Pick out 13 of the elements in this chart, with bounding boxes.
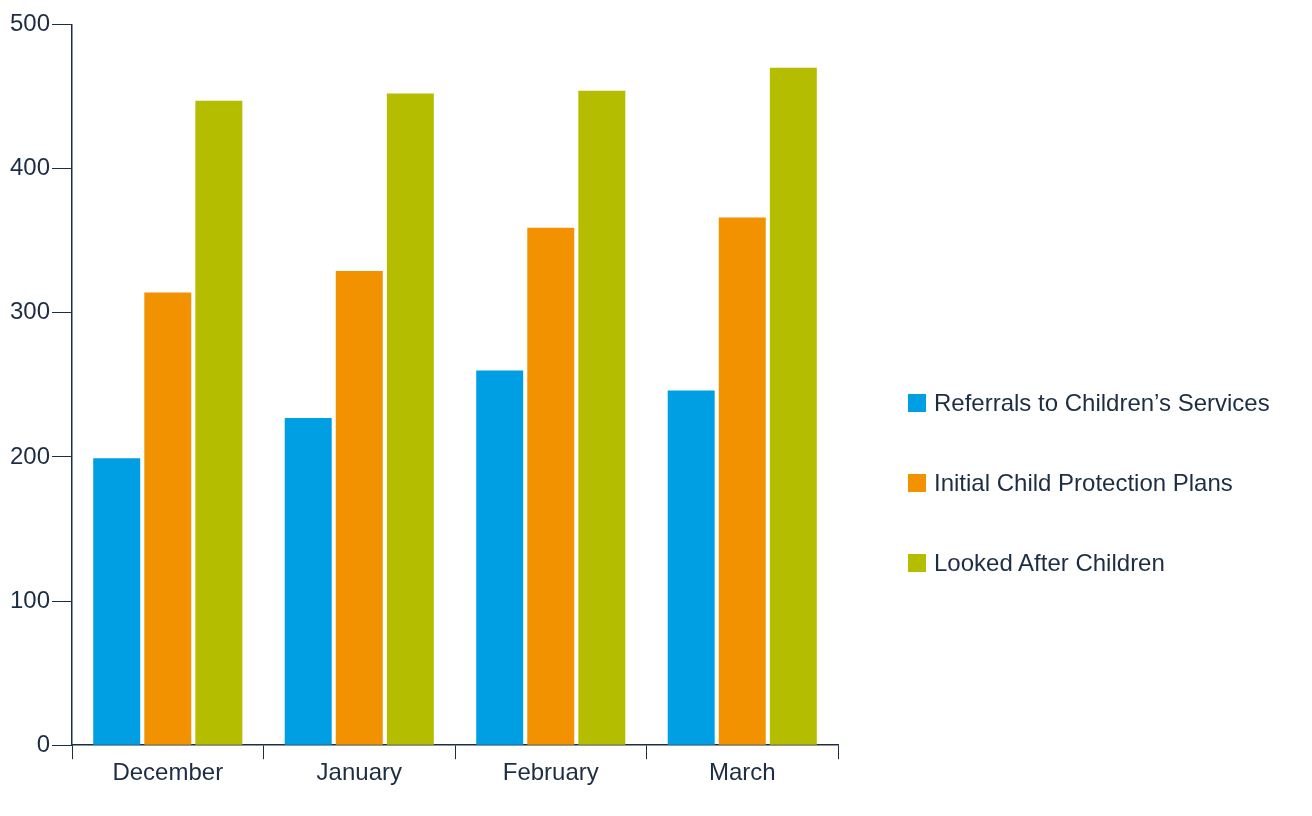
y-tick-label: 100 [10,585,51,613]
x-tick-label: December [112,758,224,786]
x-tick-label: January [316,758,402,786]
x-tick-label: February [502,758,599,786]
y-tick-label: 0 [36,729,51,757]
y-tick-label: 400 [10,153,51,181]
y-tick-label: 500 [10,9,51,37]
y-tick-label: 300 [10,297,51,325]
legend-label: Looked After Children [934,548,1165,578]
y-tick-label: 200 [10,441,51,469]
legend-label: Initial Child Protection Plans [934,468,1233,498]
x-tick-label: March [708,758,776,786]
legend-label: Referrals to Children’s Services [934,388,1270,418]
